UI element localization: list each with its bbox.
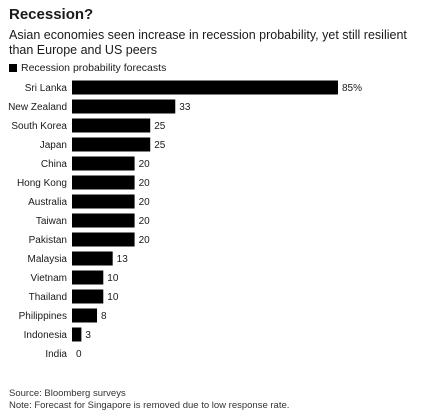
category-label: South Korea <box>11 121 67 132</box>
value-label: 20 <box>139 178 151 189</box>
category-label: India <box>45 349 67 360</box>
value-label: 20 <box>139 159 151 170</box>
category-label: Philippines <box>19 311 67 322</box>
chart-subtitle: Asian economies seen increase in recessi… <box>9 28 407 57</box>
category-label: China <box>41 159 68 170</box>
value-label: 33 <box>179 102 191 113</box>
value-label: 8 <box>101 311 107 322</box>
bar <box>72 251 113 266</box>
category-label: Sri Lanka <box>25 83 68 94</box>
footnote: Note: Forecast for Singapore is removed … <box>9 400 290 411</box>
value-label: 25 <box>154 140 166 151</box>
value-label: 25 <box>154 121 166 132</box>
chart-title: Recession? <box>9 6 94 23</box>
bar <box>72 327 82 342</box>
value-label: 13 <box>117 254 129 265</box>
bar <box>72 80 338 95</box>
bar <box>72 270 104 285</box>
category-label: Pakistan <box>29 235 67 246</box>
value-label: 20 <box>139 216 151 227</box>
bar <box>72 137 151 152</box>
value-label: 20 <box>139 197 151 208</box>
bar <box>72 118 151 133</box>
value-label: 0 <box>76 349 82 360</box>
category-label: New Zealand <box>8 102 67 113</box>
bar <box>72 308 98 323</box>
value-label: 20 <box>139 235 151 246</box>
bar <box>72 213 135 228</box>
bar <box>72 156 135 171</box>
value-label: 85% <box>342 83 362 94</box>
category-label: Malaysia <box>28 254 68 265</box>
category-label: Japan <box>40 140 67 151</box>
category-label: Indonesia <box>24 330 68 341</box>
bar <box>72 99 176 114</box>
bar-chart: Sri Lanka 85% New Zealand 33 South Korea 25 Ja… <box>8 80 362 360</box>
category-label: Taiwan <box>36 216 67 227</box>
category-label: Vietnam <box>30 273 67 284</box>
bar <box>72 289 104 304</box>
value-label: 10 <box>107 292 119 303</box>
category-label: Australia <box>28 197 67 208</box>
legend: Recession probability forecasts <box>9 62 166 74</box>
value-label: 3 <box>85 330 91 341</box>
bar <box>72 194 135 209</box>
bar <box>72 175 135 190</box>
source-note: Source: Bloomberg surveys <box>9 388 126 399</box>
value-label: 10 <box>107 273 119 284</box>
category-label: Thailand <box>29 292 67 303</box>
bar <box>72 232 135 247</box>
legend-label: Recession probability forecasts <box>21 62 167 74</box>
legend-swatch <box>9 64 17 72</box>
category-label: Hong Kong <box>17 178 67 189</box>
